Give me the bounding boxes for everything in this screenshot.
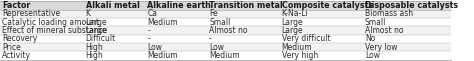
Bar bbox=[363, 35, 451, 43]
Bar bbox=[0, 51, 83, 60]
Text: Biomass ash: Biomass ash bbox=[365, 9, 413, 18]
Text: Effect of mineral substance: Effect of mineral substance bbox=[2, 26, 108, 35]
Text: Very high: Very high bbox=[282, 51, 318, 60]
Text: Difficult: Difficult bbox=[85, 34, 116, 43]
Text: Very difficult: Very difficult bbox=[282, 34, 330, 43]
Bar bbox=[207, 35, 279, 43]
Bar bbox=[0, 18, 83, 26]
Bar bbox=[363, 43, 451, 51]
Bar bbox=[279, 51, 363, 60]
Text: Fe: Fe bbox=[209, 9, 218, 18]
Text: Ca: Ca bbox=[147, 9, 157, 18]
Text: -: - bbox=[147, 26, 150, 35]
Text: Large: Large bbox=[85, 18, 107, 27]
Bar bbox=[145, 18, 207, 26]
Text: Factor: Factor bbox=[2, 1, 31, 10]
Bar bbox=[363, 1, 451, 10]
Bar bbox=[363, 26, 451, 35]
Bar bbox=[279, 10, 363, 18]
Bar bbox=[145, 1, 207, 10]
Text: Medium: Medium bbox=[147, 18, 178, 27]
Bar bbox=[0, 10, 83, 18]
Bar bbox=[83, 18, 145, 26]
Text: K: K bbox=[85, 9, 91, 18]
Bar bbox=[207, 43, 279, 51]
Text: High: High bbox=[85, 51, 103, 60]
Text: Low: Low bbox=[209, 43, 224, 52]
Text: Medium: Medium bbox=[147, 51, 178, 60]
Text: High: High bbox=[85, 43, 103, 52]
Text: Medium: Medium bbox=[209, 51, 240, 60]
Text: Low: Low bbox=[147, 43, 162, 52]
Bar bbox=[0, 1, 83, 10]
Text: No: No bbox=[365, 34, 375, 43]
Bar bbox=[0, 26, 83, 35]
Bar bbox=[83, 35, 145, 43]
Text: Very low: Very low bbox=[365, 43, 397, 52]
Text: Large: Large bbox=[282, 26, 303, 35]
Bar bbox=[145, 26, 207, 35]
Bar bbox=[83, 43, 145, 51]
Bar bbox=[207, 10, 279, 18]
Bar bbox=[279, 26, 363, 35]
Text: Price: Price bbox=[2, 43, 21, 52]
Text: Medium: Medium bbox=[282, 43, 312, 52]
Bar bbox=[83, 26, 145, 35]
Bar bbox=[83, 51, 145, 60]
Text: Activity: Activity bbox=[2, 51, 31, 60]
Bar bbox=[0, 35, 83, 43]
Bar bbox=[145, 35, 207, 43]
Text: Composite catalysts: Composite catalysts bbox=[282, 1, 373, 10]
Bar bbox=[279, 35, 363, 43]
Bar bbox=[83, 1, 145, 10]
Text: Representative: Representative bbox=[2, 9, 60, 18]
Text: Large: Large bbox=[85, 26, 107, 35]
Bar bbox=[363, 10, 451, 18]
Text: Almost no: Almost no bbox=[365, 26, 403, 35]
Bar bbox=[207, 18, 279, 26]
Bar bbox=[363, 51, 451, 60]
Text: Small: Small bbox=[365, 18, 386, 27]
Bar bbox=[207, 51, 279, 60]
Text: -: - bbox=[209, 34, 212, 43]
Bar bbox=[207, 1, 279, 10]
Bar bbox=[279, 43, 363, 51]
Bar bbox=[207, 26, 279, 35]
Bar bbox=[145, 43, 207, 51]
Text: Small: Small bbox=[209, 18, 230, 27]
Bar bbox=[279, 1, 363, 10]
Text: K-Na-Li: K-Na-Li bbox=[282, 9, 308, 18]
Bar bbox=[145, 10, 207, 18]
Text: Transition metal: Transition metal bbox=[209, 1, 283, 10]
Text: Catalytic loading amount: Catalytic loading amount bbox=[2, 18, 99, 27]
Text: Disposable catalysts: Disposable catalysts bbox=[365, 1, 458, 10]
Bar bbox=[363, 18, 451, 26]
Text: Alkaline earth: Alkaline earth bbox=[147, 1, 211, 10]
Text: -: - bbox=[147, 34, 150, 43]
Bar bbox=[145, 51, 207, 60]
Text: Large: Large bbox=[282, 18, 303, 27]
Text: Recovery: Recovery bbox=[2, 34, 37, 43]
Text: Low: Low bbox=[365, 51, 380, 60]
Bar bbox=[83, 10, 145, 18]
Bar bbox=[279, 18, 363, 26]
Text: Almost no: Almost no bbox=[209, 26, 247, 35]
Text: Alkali metal: Alkali metal bbox=[85, 1, 139, 10]
Bar bbox=[0, 43, 83, 51]
